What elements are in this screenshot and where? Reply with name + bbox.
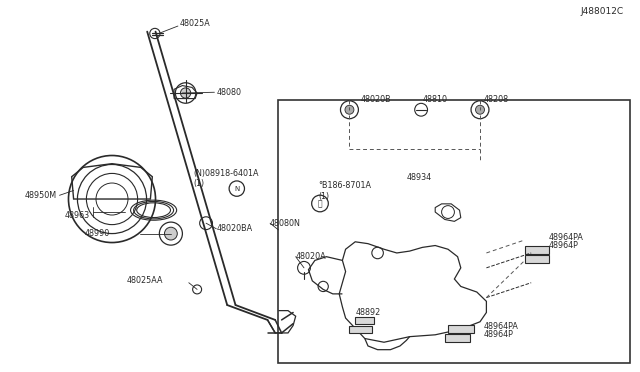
Text: 48964PA: 48964PA [549, 233, 584, 242]
Circle shape [345, 105, 354, 114]
Text: 48892: 48892 [356, 308, 381, 317]
Text: 48025AA: 48025AA [127, 276, 163, 285]
Text: 48990: 48990 [85, 229, 110, 238]
Text: 48964PA: 48964PA [484, 322, 518, 331]
Text: 48950M: 48950M [24, 191, 56, 200]
Bar [355, 317, 374, 324]
Text: 48934: 48934 [406, 173, 431, 182]
Circle shape [476, 105, 484, 114]
Circle shape [180, 88, 191, 98]
Text: 48020A: 48020A [296, 252, 326, 261]
Text: 48080N: 48080N [270, 219, 301, 228]
Text: 48025A: 48025A [179, 19, 210, 28]
Bar [278, 100, 630, 363]
Text: J488012C: J488012C [581, 7, 624, 16]
Text: (N)08918-6401A
(1): (N)08918-6401A (1) [193, 169, 259, 188]
Bar [448, 325, 474, 333]
Text: °B186-8701A
(1): °B186-8701A (1) [319, 181, 372, 201]
Text: Ⓑ: Ⓑ [317, 199, 323, 208]
Text: 48080: 48080 [216, 88, 241, 97]
Text: N: N [234, 186, 239, 192]
Bar [525, 255, 549, 263]
Text: 48964P: 48964P [549, 241, 579, 250]
Circle shape [164, 227, 177, 240]
Text: 48810: 48810 [422, 95, 447, 104]
Bar [349, 326, 372, 333]
Text: 48208: 48208 [483, 95, 508, 104]
Text: 48020BA: 48020BA [216, 224, 252, 233]
Text: 48963: 48963 [65, 211, 90, 220]
Text: 48964P: 48964P [484, 330, 514, 339]
Bar [445, 334, 470, 342]
Bar [525, 246, 549, 254]
Text: 48020B: 48020B [360, 95, 391, 104]
